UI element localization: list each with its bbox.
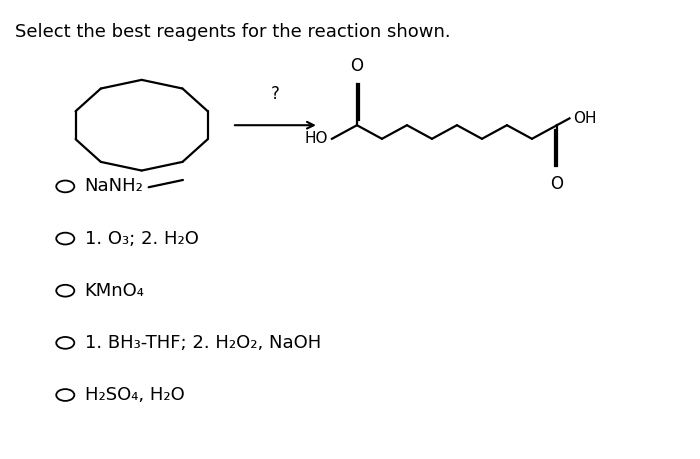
Text: O: O bbox=[351, 57, 363, 75]
Text: O: O bbox=[550, 175, 564, 193]
Text: Select the best reagents for the reaction shown.: Select the best reagents for the reactio… bbox=[15, 23, 450, 41]
Text: 1. O₃; 2. H₂O: 1. O₃; 2. H₂O bbox=[85, 230, 199, 247]
Text: ?: ? bbox=[271, 85, 280, 103]
Text: H₂SO₄, H₂O: H₂SO₄, H₂O bbox=[85, 386, 185, 404]
Text: NaNH₂: NaNH₂ bbox=[85, 178, 144, 196]
Text: OH: OH bbox=[573, 111, 596, 126]
Text: 1. BH₃-THF; 2. H₂O₂, NaOH: 1. BH₃-THF; 2. H₂O₂, NaOH bbox=[85, 334, 321, 352]
Text: HO: HO bbox=[305, 131, 328, 146]
Text: KMnO₄: KMnO₄ bbox=[85, 282, 145, 300]
